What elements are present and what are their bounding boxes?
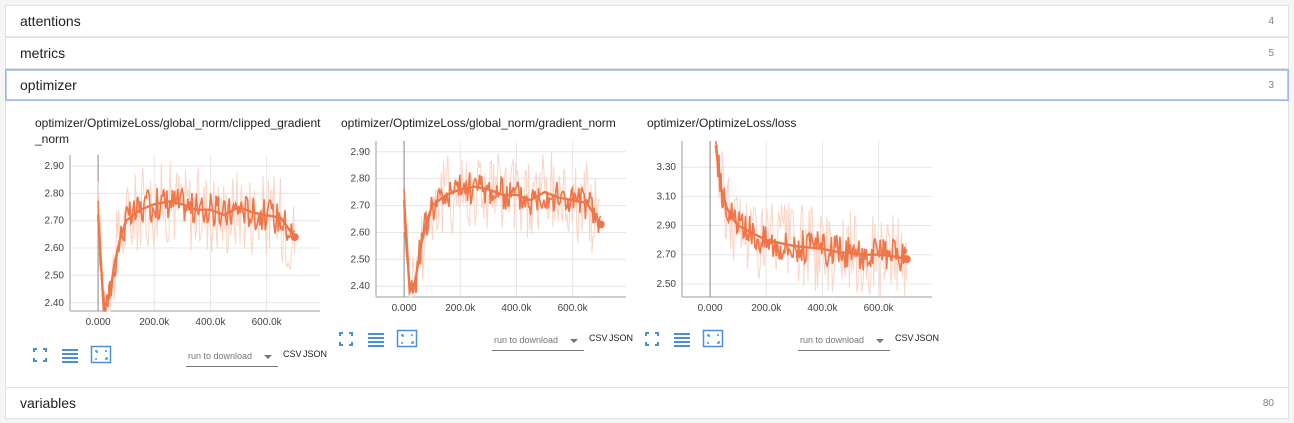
- category-attentions[interactable]: attentions 4: [5, 5, 1289, 37]
- category-label: attentions: [20, 13, 81, 29]
- fit-screen-icon[interactable]: [642, 329, 666, 349]
- category-count: 80: [1262, 397, 1274, 409]
- scalar-chart[interactable]: 2.40 2.50 2.60 2.70 2.80 2.90 0.000 200.0k 400.0…: [326, 137, 631, 317]
- scalar-chart[interactable]: 2.40 2.50 2.60 2.70 2.80 2.90 0.000 200.0k 400.0…: [20, 151, 325, 331]
- x-tick-label: 600.0k: [864, 303, 895, 314]
- download-json-link[interactable]: JSON: [303, 349, 328, 359]
- y-tick-label: 2.50: [45, 270, 65, 281]
- series-trend-line: [402, 185, 602, 296]
- category-optimizer[interactable]: optimizer 3: [5, 69, 1289, 101]
- category-count: 3: [1268, 79, 1274, 91]
- raw-series-line: [715, 151, 908, 298]
- category-variables[interactable]: variables 80: [5, 387, 1289, 419]
- y-tick-label: 2.70: [351, 201, 371, 212]
- x-tick-label: 200.0k: [139, 317, 170, 328]
- y-tick-label: 2.60: [45, 243, 65, 254]
- fit-domain-icon[interactable]: [90, 345, 114, 365]
- chart-controls: run to download CSV JSON: [632, 329, 940, 353]
- x-tick-label: 400.0k: [195, 317, 226, 328]
- category-label: optimizer: [20, 77, 77, 93]
- list-lines-icon[interactable]: [60, 345, 84, 365]
- y-tick-label: 2.50: [657, 279, 677, 290]
- x-tick-label: 0.000: [392, 303, 417, 314]
- last-value-marker: [902, 255, 911, 264]
- list-lines-icon[interactable]: [366, 329, 390, 349]
- y-tick-label: 2.90: [45, 161, 65, 172]
- chevron-down-icon: [570, 339, 578, 343]
- run-to-download-select[interactable]: run to download: [798, 333, 890, 351]
- chart-controls: run to download CSV JSON: [20, 345, 328, 369]
- y-tick-label: 2.40: [45, 298, 65, 309]
- download-csv-link[interactable]: CSV: [895, 333, 914, 343]
- x-tick-label: 600.0k: [252, 317, 283, 328]
- y-tick-label: 2.70: [657, 250, 677, 261]
- select-placeholder: run to download: [494, 335, 559, 345]
- chevron-down-icon: [264, 355, 272, 359]
- download-json-link[interactable]: JSON: [609, 333, 634, 343]
- download-json-link[interactable]: JSON: [915, 333, 940, 343]
- run-to-download-select[interactable]: run to download: [492, 333, 584, 351]
- y-tick-label: 2.90: [351, 147, 371, 158]
- x-tick-label: 600.0k: [558, 303, 589, 314]
- last-value-marker: [596, 220, 605, 229]
- category-label: metrics: [20, 45, 66, 61]
- x-tick-label: 400.0k: [807, 303, 838, 314]
- raw-series-line: [403, 152, 601, 298]
- download-csv-link[interactable]: CSV: [589, 333, 608, 343]
- y-tick-label: 3.30: [657, 162, 677, 173]
- raw-series-line: [97, 160, 296, 312]
- categories-pane: attentions 4 metrics 5 optimizer 3 optim…: [5, 5, 1289, 419]
- y-tick-label: 2.40: [351, 281, 371, 292]
- y-tick-label: 3.10: [657, 191, 677, 202]
- x-tick-label: 200.0k: [751, 303, 782, 314]
- chart-title: optimizer/OptimizeLoss/global_norm/gradi…: [341, 116, 616, 130]
- category-metrics[interactable]: metrics 5: [5, 37, 1289, 69]
- chart-title: optimizer/OptimizeLoss/global_norm/clipp…: [35, 116, 321, 146]
- select-placeholder: run to download: [800, 335, 865, 345]
- optimizer-charts-panel: optimizer/OptimizeLoss/global_norm/clipp…: [5, 101, 1289, 387]
- y-tick-label: 2.50: [351, 254, 371, 265]
- smoothed-series-line: [97, 186, 296, 312]
- x-tick-label: 0.000: [698, 303, 723, 314]
- y-tick-label: 2.80: [351, 174, 371, 185]
- chevron-down-icon: [876, 339, 884, 343]
- list-lines-icon[interactable]: [672, 329, 696, 349]
- chart-controls: run to download CSV JSON: [326, 329, 634, 353]
- chart-title: optimizer/OptimizeLoss/loss: [647, 116, 797, 130]
- category-label: variables: [20, 395, 77, 411]
- x-tick-label: 200.0k: [445, 303, 476, 314]
- fit-domain-icon[interactable]: [702, 329, 726, 349]
- select-placeholder: run to download: [188, 351, 253, 361]
- x-tick-label: 400.0k: [501, 303, 532, 314]
- category-count: 5: [1268, 47, 1274, 59]
- x-tick-label: 0.000: [86, 317, 111, 328]
- y-tick-label: 2.60: [351, 227, 371, 238]
- chart-card-clipped-gradient-norm: optimizer/OptimizeLoss/global_norm/clipp…: [20, 115, 328, 375]
- chart-card-loss: optimizer/OptimizeLoss/loss 2.50 2.70 2.90…: [632, 115, 940, 375]
- fit-screen-icon[interactable]: [30, 345, 54, 365]
- last-value-marker: [290, 233, 299, 242]
- y-tick-label: 2.80: [45, 188, 65, 199]
- smoothed-series-line: [714, 140, 908, 272]
- y-tick-label: 2.90: [657, 221, 677, 232]
- series-trend-line: [96, 200, 296, 313]
- run-to-download-select[interactable]: run to download: [186, 349, 278, 367]
- category-count: 4: [1268, 15, 1274, 27]
- chart-card-gradient-norm: optimizer/OptimizeLoss/global_norm/gradi…: [326, 115, 634, 375]
- series-trend-line: [714, 145, 907, 261]
- fit-screen-icon[interactable]: [336, 329, 360, 349]
- y-tick-label: 2.70: [45, 216, 65, 227]
- scalar-chart[interactable]: 2.50 2.70 2.90 3.10 3.30 0.000 200.0k 400.0k 600…: [632, 137, 937, 317]
- download-csv-link[interactable]: CSV: [283, 349, 302, 359]
- fit-domain-icon[interactable]: [396, 329, 420, 349]
